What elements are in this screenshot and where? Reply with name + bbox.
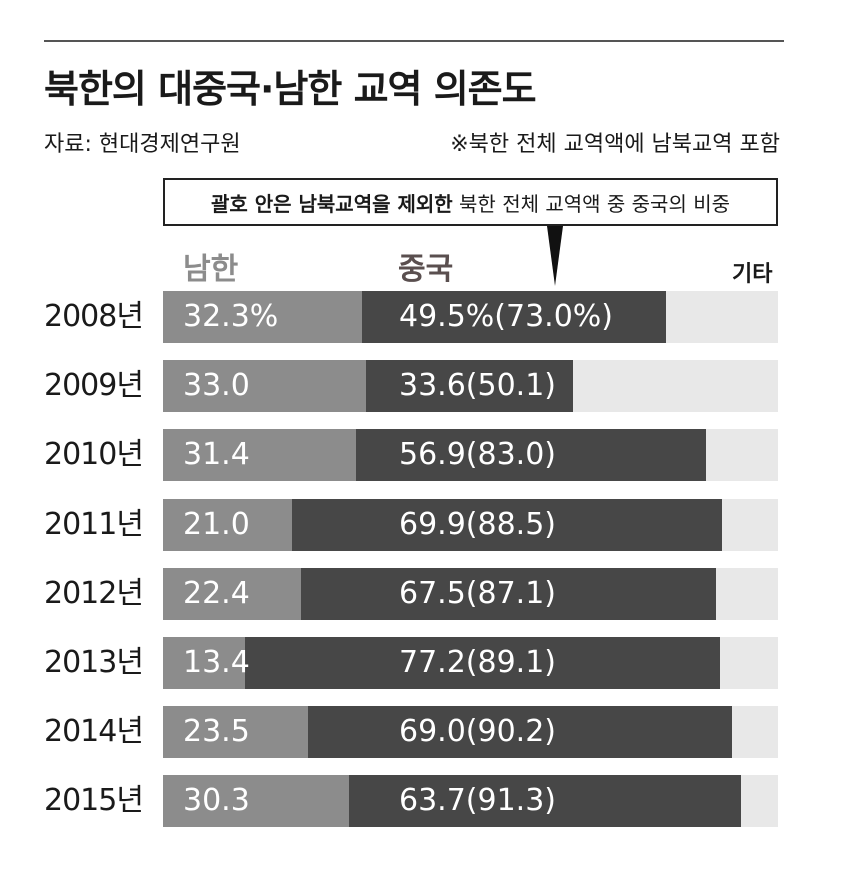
- source-label: 자료: 현대경제연구원: [44, 132, 241, 157]
- year-label: 2008년: [44, 299, 144, 334]
- footnote: ※북한 전체 교역액에 남북교역 포함: [450, 132, 780, 157]
- year-label: 2012년: [44, 576, 144, 611]
- chart-row: 2008년 32.3% 49.5%(73.0%): [0, 291, 848, 343]
- chart-row: 2011년 21.0 69.9(88.5): [0, 499, 848, 551]
- chart-row: 2013년 13.4 77.2(89.1): [0, 637, 848, 689]
- bar-china-segment: [349, 775, 742, 827]
- china-value-label: 63.7(91.3): [399, 783, 557, 818]
- bar-china-segment: [307, 706, 732, 758]
- south-korea-value-label: 21.0: [183, 507, 250, 542]
- china-value-label: 69.0(90.2): [399, 714, 557, 749]
- china-value-label: 77.2(89.1): [399, 645, 557, 680]
- bar-other-segment: 31.4 56.9(83.0): [163, 429, 778, 481]
- bar-china-segment: [356, 429, 707, 481]
- bar-other-segment: 22.4 67.5(87.1): [163, 568, 778, 620]
- chart-row: 2014년 23.5 69.0(90.2): [0, 706, 848, 758]
- callout-strong-text: 괄호 안은 남북교역을 제외한: [210, 191, 453, 216]
- chart-row: 2010년 31.4 56.9(83.0): [0, 429, 848, 481]
- legend-china: 중국: [398, 252, 454, 287]
- bar-south-korea-segment: [163, 291, 362, 343]
- bar-other-segment: 33.0 33.6(50.1): [163, 360, 778, 412]
- chart-row: 2015년 30.3 63.7(91.3): [0, 775, 848, 827]
- callout-pointer: [547, 226, 563, 286]
- bar-south-korea-segment: [163, 706, 308, 758]
- bar-china-segment: [292, 499, 723, 551]
- legend-other: 기타: [732, 262, 773, 287]
- bar-china-segment: [300, 568, 716, 620]
- chart-row: 2012년 22.4 67.5(87.1): [0, 568, 848, 620]
- callout-text: 북한 전체 교역액 중 중국의 비중: [459, 191, 731, 216]
- south-korea-value-label: 31.4: [183, 437, 250, 472]
- bar-south-korea-segment: [163, 360, 366, 412]
- china-value-label: 33.6(50.1): [399, 368, 557, 403]
- year-label: 2011년: [44, 507, 144, 542]
- south-korea-value-label: 22.4: [183, 576, 250, 611]
- bar-other-segment: 30.3 63.7(91.3): [163, 775, 778, 827]
- bar-south-korea-segment: [163, 637, 246, 689]
- bar-south-korea-segment: [163, 499, 293, 551]
- bar-other-segment: 13.4 77.2(89.1): [163, 637, 778, 689]
- china-value-label: 67.5(87.1): [399, 576, 557, 611]
- chart-title: 북한의 대중국·남한 교역 의존도: [44, 67, 537, 111]
- bar-other-segment: 21.0 69.9(88.5): [163, 499, 778, 551]
- legend-south-korea: 남한: [183, 252, 239, 287]
- china-value-label: 69.9(88.5): [399, 507, 557, 542]
- bar-china-segment: [245, 637, 721, 689]
- bar-other-segment: 23.5 69.0(90.2): [163, 706, 778, 758]
- chart-row: 2009년 33.0 33.6(50.1): [0, 360, 848, 412]
- bar-south-korea-segment: [163, 429, 357, 481]
- china-value-label: 49.5%(73.0%): [399, 299, 614, 334]
- south-korea-value-label: 33.0: [183, 368, 250, 403]
- bar-other-segment: 32.3% 49.5%(73.0%): [163, 291, 778, 343]
- year-label: 2014년: [44, 714, 144, 749]
- bar-china-segment: [365, 360, 573, 412]
- south-korea-value-label: 23.5: [183, 714, 250, 749]
- south-korea-value-label: 32.3%: [183, 299, 279, 334]
- year-label: 2013년: [44, 645, 144, 680]
- top-rule: [44, 40, 784, 42]
- year-label: 2010년: [44, 437, 144, 472]
- callout-box: 괄호 안은 남북교역을 제외한 북한 전체 교역액 중 중국의 비중: [163, 178, 778, 226]
- south-korea-value-label: 30.3: [183, 783, 250, 818]
- year-label: 2015년: [44, 783, 144, 818]
- bar-south-korea-segment: [163, 775, 350, 827]
- china-value-label: 56.9(83.0): [399, 437, 557, 472]
- bar-china-segment: [361, 291, 667, 343]
- south-korea-value-label: 13.4: [183, 645, 250, 680]
- bar-south-korea-segment: [163, 568, 301, 620]
- year-label: 2009년: [44, 368, 144, 403]
